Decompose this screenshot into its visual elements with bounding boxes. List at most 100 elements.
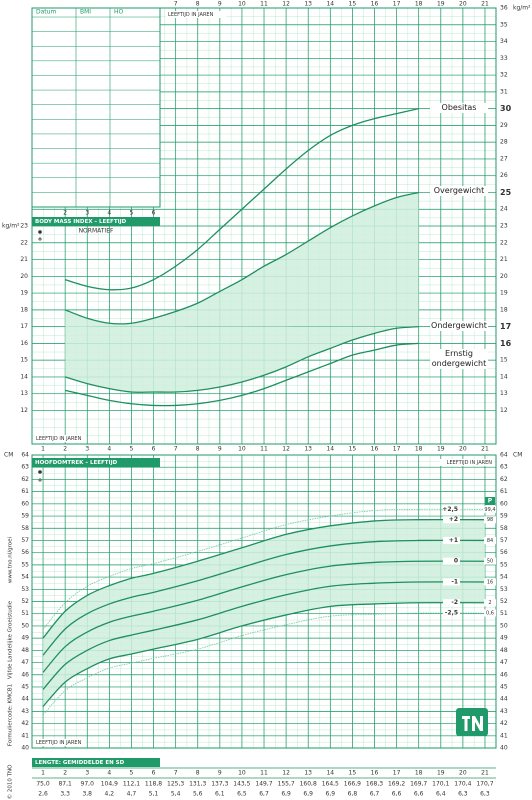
- y-tick-label: 41: [21, 732, 29, 739]
- percentile-label: 50: [487, 559, 493, 565]
- x-tick-label: 19: [437, 1, 445, 8]
- table-mean: 164,5: [322, 781, 339, 788]
- y-tick-label: 45: [21, 683, 29, 690]
- curve: [42, 612, 485, 716]
- side-text: © 2010 TNO: [7, 764, 14, 799]
- y-axis-label: CM: [513, 452, 522, 459]
- x-tick-label: 11: [260, 446, 268, 453]
- x-tick-label: 7: [174, 446, 178, 453]
- y-tick-label: 58: [21, 525, 29, 532]
- table-mean: 143,5: [233, 781, 250, 788]
- x-tick-label: 16: [371, 446, 379, 453]
- table-mean: 149,7: [255, 781, 272, 788]
- table-sd: 5,6: [193, 791, 203, 798]
- title-bar: [32, 458, 160, 467]
- y-tick-label: 52: [21, 598, 29, 605]
- y-tick-label: 54: [21, 574, 29, 581]
- table-sd: 6,7: [259, 791, 269, 798]
- y-tick-label: 28: [500, 139, 508, 146]
- table-sd: 6,3: [458, 791, 468, 798]
- y-tick-label: 53: [21, 586, 29, 593]
- table-sd: 3,3: [60, 791, 70, 798]
- table-sd: 4,2: [105, 791, 115, 798]
- series-label: -2: [451, 599, 458, 606]
- side-text: Vijfde Landelijke Groeistudie: [8, 600, 14, 679]
- series-label: Ernstig ondergewicht: [430, 349, 488, 370]
- table-sd: 5,1: [149, 791, 159, 798]
- chart-title: HOOFDOMTREK – LEEFTIJD: [35, 460, 118, 466]
- y-tick-label: 24: [500, 206, 508, 213]
- y-tick-label: 32: [500, 72, 508, 79]
- x-tick-label: 17: [393, 1, 401, 8]
- y-tick-label: 55: [21, 561, 29, 568]
- y-tick-label: 61: [500, 488, 508, 495]
- x-tick-label: 18: [415, 1, 423, 8]
- x-tick-label: 10: [238, 1, 246, 8]
- table-sd: 6,1: [215, 791, 225, 798]
- y-tick-label: 57: [500, 537, 508, 544]
- y-tick-label: 21: [500, 256, 508, 263]
- y-tick-label: 12: [20, 407, 28, 414]
- x-tick-label: 14: [326, 1, 334, 8]
- percentile-label: 16: [487, 579, 493, 585]
- table-mean: 75,0: [36, 781, 50, 788]
- table-age: 4: [107, 770, 111, 777]
- x-tick-label: 11: [260, 1, 268, 8]
- y-tick-label: 14: [500, 373, 508, 380]
- curve: [64, 191, 419, 325]
- y-tick-label: 62: [500, 476, 508, 483]
- curve: [42, 601, 485, 707]
- y-tick-label: 42: [21, 720, 29, 727]
- table-age: 3: [85, 770, 89, 777]
- y-axis-label: kg/m²: [2, 223, 20, 230]
- percentile-label: 84: [487, 538, 493, 544]
- y-tick-label: 36: [500, 5, 508, 12]
- y-tick-label: 46: [21, 671, 29, 678]
- y-tick-label: 19: [500, 290, 508, 297]
- x-tick-label: 21: [481, 446, 489, 453]
- table-mean: 97,0: [81, 781, 95, 788]
- table-header: HO: [114, 9, 124, 16]
- x-tick-label: 5: [130, 210, 134, 217]
- table-age: 20: [459, 770, 467, 777]
- y-tick-label: 31: [500, 88, 508, 95]
- y-tick-label: 60: [21, 500, 29, 507]
- y-tick-label: 50: [500, 622, 508, 629]
- y-tick-label: 45: [500, 683, 508, 690]
- x-tick-label: 18: [415, 446, 423, 453]
- y-tick-label: 40: [21, 745, 29, 752]
- table-age: 5: [130, 770, 134, 777]
- table-age: 9: [218, 770, 222, 777]
- chart-title: BODY MASS INDEX – LEEFTIJD: [35, 219, 127, 225]
- y-tick-label: 52: [500, 598, 508, 605]
- y-tick-label: 12: [500, 407, 508, 414]
- record-table: [31, 7, 161, 208]
- title-bar: [32, 217, 160, 226]
- y-tick-label: 44: [500, 696, 508, 703]
- table-sd: 6,6: [392, 791, 402, 798]
- y-tick-label: 13: [20, 390, 28, 397]
- x-tick-label: 8: [196, 1, 200, 8]
- percentile-label: 2: [488, 600, 491, 606]
- x-tick-label: 4: [107, 446, 111, 453]
- y-tick-label: 35: [500, 21, 508, 28]
- table-age: 19: [437, 770, 445, 777]
- table-mean: 170,4: [454, 781, 471, 788]
- table-mean: 131,3: [189, 781, 206, 788]
- y-tick-label: 16: [20, 340, 28, 347]
- y-tick-label: 43: [500, 708, 508, 715]
- y-tick-label: 15: [500, 357, 508, 364]
- y-tick-label: 63: [21, 464, 29, 471]
- table-age: 8: [196, 770, 200, 777]
- y-tick-label: 56: [21, 549, 29, 556]
- series-label: Obesitas: [430, 102, 488, 113]
- y-tick-label: 15: [20, 357, 28, 364]
- table-age: 18: [415, 770, 423, 777]
- y-tick-label: 60: [500, 500, 508, 507]
- y-tick-label: 29: [500, 122, 508, 129]
- series-label: +1: [449, 537, 458, 544]
- curve: [42, 518, 485, 639]
- y-tick-label: 47: [21, 659, 29, 666]
- table-age: 13: [304, 770, 312, 777]
- table-mean: 170,1: [432, 781, 449, 788]
